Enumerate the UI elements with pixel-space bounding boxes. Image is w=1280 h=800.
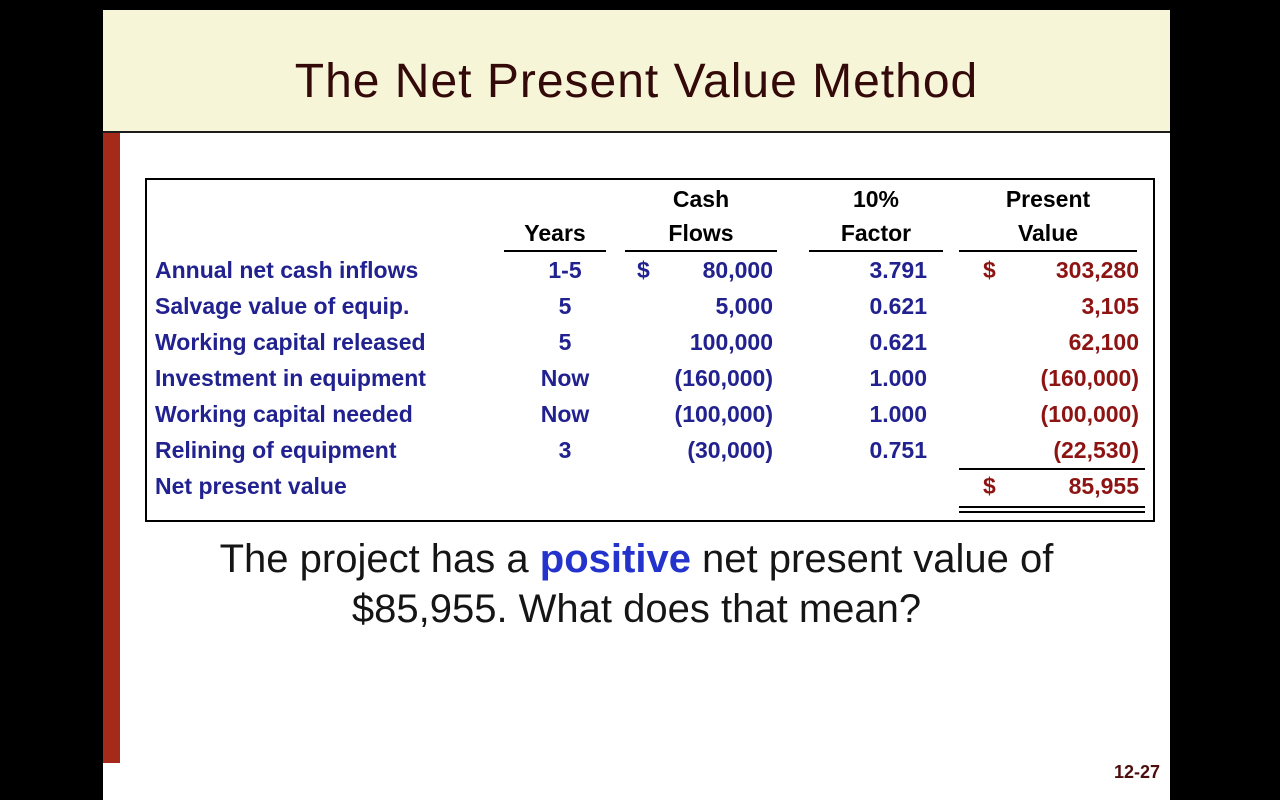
cell-factor: 0.751 xyxy=(869,437,927,463)
cell-years: 5 xyxy=(558,293,572,319)
cell-factor: 0.621 xyxy=(869,329,927,355)
table-row: Relining of equipment 3 (30,000) 0.751 (… xyxy=(147,432,1153,470)
cash-flow-value: (100,000) xyxy=(674,401,773,427)
col-header-factor-line1: 10% xyxy=(852,186,900,212)
col-header-factor-line2: Factor xyxy=(840,220,912,246)
npv-table: Years Cash Flows 10% Factor Present Valu… xyxy=(145,178,1155,522)
cell-years: 5 xyxy=(558,329,572,355)
col-header-years-line1 xyxy=(504,182,606,216)
row-label: Relining of equipment xyxy=(155,437,397,463)
present-value-value: 62,100 xyxy=(1068,329,1139,355)
dollar-sign: $ xyxy=(637,257,650,283)
col-header-years-line2: Years xyxy=(524,220,586,246)
table-row-total: Net present value $ 85,955 xyxy=(147,468,1153,513)
cash-flow-value: 80,000 xyxy=(702,257,773,283)
cell-cash-flows: (100,000) xyxy=(611,396,777,432)
col-header-cash-line2: Flows xyxy=(668,220,734,246)
cell-cash-flows xyxy=(611,468,777,504)
caption-line1-suffix: net present value of xyxy=(690,537,1054,581)
cell-cash-flows: 100,000 xyxy=(611,324,777,360)
col-header-pv-line2: Value xyxy=(1017,220,1079,246)
cell-factor xyxy=(777,468,943,504)
cell-years: Now xyxy=(540,401,590,427)
col-header-years: Years xyxy=(499,182,611,252)
dollar-sign: $ xyxy=(983,257,996,283)
present-value-value: 85,955 xyxy=(1068,473,1139,499)
cash-flow-value: (160,000) xyxy=(674,365,773,391)
cell-present-value: 3,105 xyxy=(943,288,1153,324)
cell-factor: 3.791 xyxy=(869,257,927,283)
cell-years: Now xyxy=(540,365,590,391)
table-header-row: Years Cash Flows 10% Factor Present Valu… xyxy=(147,182,1153,252)
present-value-value: 303,280 xyxy=(1055,257,1139,283)
row-label: Working capital released xyxy=(155,329,426,355)
row-label: Net present value xyxy=(155,473,347,499)
present-value-value: (160,000) xyxy=(1040,365,1139,391)
cell-present-value: (160,000) xyxy=(943,360,1153,396)
title-banner: The Net Present Value Method xyxy=(103,10,1170,133)
cell-years xyxy=(499,468,611,504)
accent-bar xyxy=(103,133,120,763)
cell-factor: 0.621 xyxy=(869,293,927,319)
caption-highlight-positive: positive xyxy=(539,537,691,581)
cell-present-value: $ 303,280 xyxy=(943,252,1153,288)
cell-factor: 1.000 xyxy=(869,365,927,391)
table-row: Working capital needed Now (100,000) 1.0… xyxy=(147,396,1153,432)
cell-present-value: $ 85,955 xyxy=(943,468,1153,513)
col-header-present-value: Present Value xyxy=(943,182,1153,252)
cell-cash-flows: 5,000 xyxy=(611,288,777,324)
table-row: Working capital released 5 100,000 0.621… xyxy=(147,324,1153,360)
col-header-empty xyxy=(147,182,499,252)
caption-line1-prefix: The project has a xyxy=(219,537,540,581)
caption: The project has a positive net present v… xyxy=(103,534,1170,634)
cell-cash-flows: $ 80,000 xyxy=(611,252,777,288)
cell-cash-flows: (30,000) xyxy=(611,432,777,468)
row-label: Investment in equipment xyxy=(155,365,426,391)
page-number: 12-27 xyxy=(1113,762,1160,782)
col-header-factor: 10% Factor xyxy=(777,182,943,252)
present-value-value: 3,105 xyxy=(1081,293,1139,319)
cash-flow-value: (30,000) xyxy=(687,437,773,463)
cash-flow-value: 5,000 xyxy=(715,293,773,319)
caption-line2: $85,955. What does that mean? xyxy=(351,587,922,631)
cell-present-value: 62,100 xyxy=(943,324,1153,360)
col-header-cash-flows: Cash Flows xyxy=(611,182,777,252)
table-row: Annual net cash inflows 1-5 $ 80,000 3.7… xyxy=(147,252,1153,288)
row-label: Working capital needed xyxy=(155,401,413,427)
col-header-cash-line1: Cash xyxy=(672,186,730,212)
present-value-value: (22,530) xyxy=(1053,437,1139,463)
cash-flow-value: 100,000 xyxy=(689,329,773,355)
cell-years: 1-5 xyxy=(548,257,582,283)
cell-present-value: (22,530) xyxy=(943,432,1153,470)
cell-years: 3 xyxy=(558,437,572,463)
cell-factor: 1.000 xyxy=(869,401,927,427)
cell-cash-flows: (160,000) xyxy=(611,360,777,396)
col-header-pv-line1: Present xyxy=(1005,186,1091,212)
row-label: Annual net cash inflows xyxy=(155,257,419,283)
caption-line1: The project has a positive net present v… xyxy=(103,534,1170,584)
dollar-sign: $ xyxy=(983,473,996,499)
cell-present-value: (100,000) xyxy=(943,396,1153,432)
row-label: Salvage value of equip. xyxy=(155,293,410,319)
slide-title: The Net Present Value Method xyxy=(294,55,979,108)
table-row: Salvage value of equip. 5 5,000 0.621 3,… xyxy=(147,288,1153,324)
table-row: Investment in equipment Now (160,000) 1.… xyxy=(147,360,1153,396)
present-value-value: (100,000) xyxy=(1040,401,1139,427)
